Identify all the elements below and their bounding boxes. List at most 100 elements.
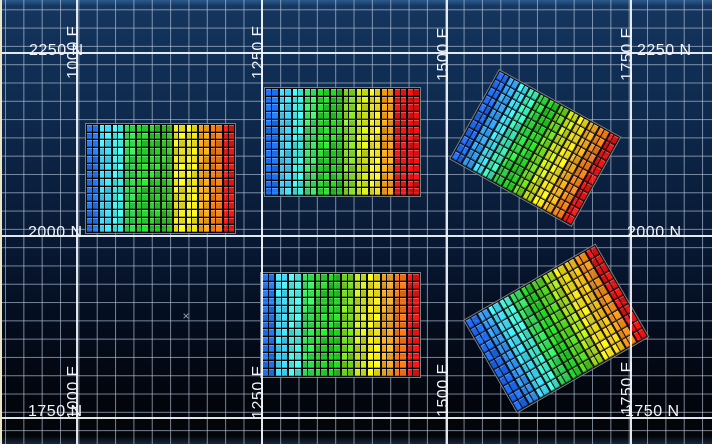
block-cell [222, 186, 228, 194]
block-cell [281, 337, 288, 345]
block-cell [336, 173, 342, 180]
block-cell [285, 150, 291, 157]
block-cell [354, 361, 360, 369]
block-cell [336, 142, 342, 150]
block-cell [413, 353, 419, 361]
block-cell [406, 289, 413, 297]
block-cell [393, 281, 400, 289]
block-cell [362, 157, 368, 165]
block-cell [400, 313, 406, 321]
block-cell [400, 337, 406, 345]
block-cell [407, 157, 413, 165]
block-cell [130, 163, 136, 171]
block-cell [400, 165, 407, 173]
block-cell [393, 321, 400, 329]
block-cell [355, 188, 362, 195]
block-cell [154, 209, 160, 217]
block-cell [288, 297, 294, 305]
block-cell [179, 217, 185, 225]
block-model-top-right-rotated[interactable] [449, 69, 622, 227]
block-cell [406, 337, 413, 345]
block-cell [406, 321, 413, 329]
block-cell [222, 209, 228, 217]
block-cell [262, 337, 268, 345]
block-cell [173, 132, 179, 140]
block-cell [334, 305, 340, 313]
block-cell [268, 329, 275, 337]
block-cell [136, 155, 142, 163]
block-cell [204, 186, 210, 194]
block-cell [268, 281, 275, 289]
block-cell [380, 353, 387, 361]
block-cell [117, 125, 123, 132]
block-cell [387, 369, 393, 376]
block-cell [173, 225, 179, 232]
block-cell [142, 186, 148, 194]
block-cell [228, 217, 234, 225]
block-cell [380, 297, 387, 305]
block-cell [406, 274, 413, 281]
block-model-top-middle[interactable] [264, 87, 421, 197]
block-cell [93, 125, 99, 132]
block-cell [400, 180, 407, 188]
block-model-bottom-right-rotated[interactable] [463, 243, 650, 414]
block-cell [167, 225, 173, 232]
block-cell [216, 186, 222, 194]
block-cell [117, 194, 123, 202]
block-cell [216, 125, 222, 132]
block-cell [130, 202, 136, 209]
block-cell [87, 163, 93, 171]
block-cell [394, 111, 400, 119]
block-cell [204, 140, 210, 148]
block-cell [281, 289, 288, 297]
block-cell [334, 353, 340, 361]
block-cell [123, 125, 130, 132]
block-cell [179, 194, 185, 202]
block-cell [185, 171, 191, 178]
block-cell [381, 89, 387, 96]
block-cell [216, 155, 222, 163]
block-cell [185, 140, 191, 148]
block-cell [393, 337, 400, 345]
block-cell [191, 194, 197, 202]
block-model-top-left[interactable] [85, 123, 236, 234]
block-cell [327, 329, 334, 337]
block-cell [400, 369, 406, 376]
block-cell [148, 140, 154, 148]
block-cell [130, 179, 136, 186]
block-cell [160, 148, 167, 155]
block-cell [349, 157, 355, 165]
block-cell [278, 188, 285, 195]
block-cell [294, 337, 301, 345]
block-model-bottom-middle[interactable] [260, 272, 421, 378]
block-cell [288, 281, 294, 289]
block-cell [373, 313, 380, 321]
block-cell [281, 345, 288, 353]
block-cell [197, 140, 204, 148]
block-cell [330, 111, 336, 119]
block-cell [393, 313, 400, 321]
block-cell [111, 217, 117, 225]
block-cell [314, 345, 321, 353]
block-cell [334, 313, 340, 321]
block-cell [173, 125, 179, 132]
block-cell [323, 173, 330, 180]
block-cell [222, 132, 228, 140]
block-cell [266, 173, 272, 180]
block-cell [375, 180, 381, 188]
block-cell [93, 148, 99, 155]
block-cell [400, 142, 407, 150]
block-cell [393, 329, 400, 337]
block-cell [381, 142, 387, 150]
block-cell [294, 321, 301, 329]
block-cell [407, 165, 413, 173]
block-cell [160, 125, 167, 132]
block-cell [373, 274, 380, 281]
block-cell [278, 165, 285, 173]
block-cell [336, 188, 342, 195]
block-cell [341, 289, 347, 297]
block-cell [288, 289, 294, 297]
block-cell [93, 209, 99, 217]
block-cell [130, 171, 136, 178]
